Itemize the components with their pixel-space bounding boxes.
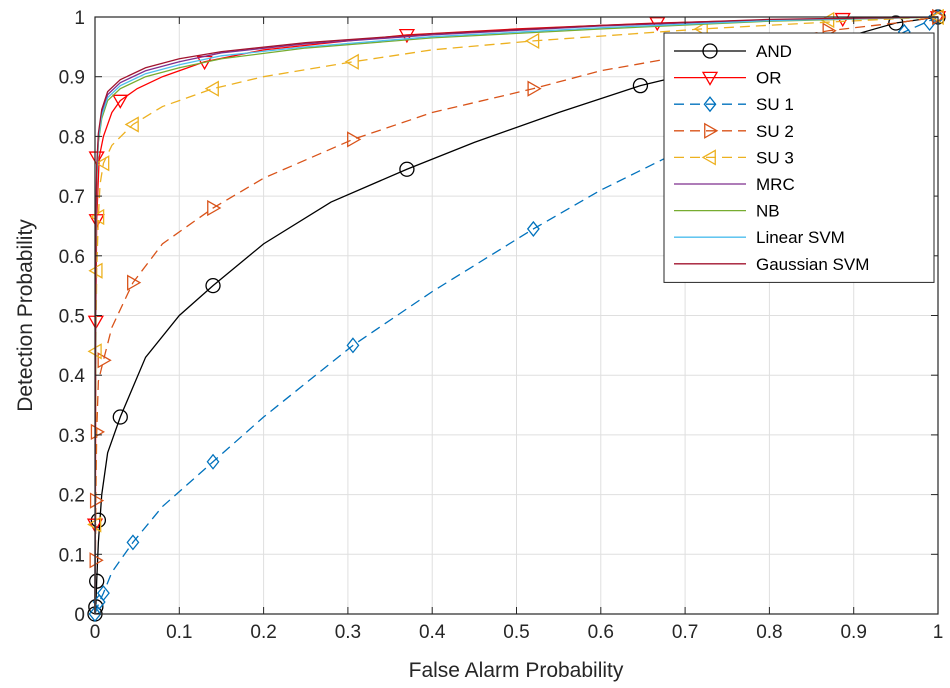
marker-su-3 <box>693 20 708 38</box>
y-tick-label: 1 <box>74 8 85 29</box>
y-tick-label: 0.9 <box>59 68 85 89</box>
marker-su-2 <box>347 131 362 148</box>
marker-su-3 <box>344 53 359 70</box>
legend-label-or: OR <box>756 69 782 88</box>
y-tick-label: 0.2 <box>59 486 85 507</box>
marker-su-2 <box>527 80 542 97</box>
marker-su-3 <box>204 80 219 97</box>
marker-su-3 <box>124 116 139 133</box>
series-su-2 <box>89 8 947 615</box>
marker-and <box>888 15 904 31</box>
y-tick-label: 0.5 <box>59 307 85 328</box>
marker-su-3 <box>929 8 944 26</box>
marker-su-1 <box>88 605 102 623</box>
series-line-su-1 <box>94 16 939 615</box>
marker-su-3 <box>90 208 105 226</box>
marker-su-1 <box>96 585 110 602</box>
legend-marker-or <box>701 71 719 86</box>
x-axis-label: False Alarm Probability <box>409 659 624 682</box>
x-tick-label: 0.3 <box>335 622 361 643</box>
marker-or <box>88 151 105 166</box>
legend-label-mrc: MRC <box>756 175 795 194</box>
series-gaussian-svm <box>94 16 939 615</box>
x-tick-label: 0.6 <box>588 622 614 643</box>
y-tick-label: 0 <box>74 605 85 626</box>
series-line-gaussian-svm <box>94 16 939 615</box>
marker-su-1 <box>346 337 360 354</box>
x-tick-label: 1 <box>933 622 944 643</box>
y-axis-label: Detection Probability <box>14 219 37 412</box>
tick-labels: 0 0.1 0.2 0.3 0.4 0.5 0.6 0.7 0.8 0.9 1 0 0.1 0.2 0.3 0… <box>59 8 944 643</box>
x-tick-label: 0.8 <box>756 622 782 643</box>
marker-su-2 <box>90 423 105 441</box>
marker-su-1 <box>526 220 540 237</box>
marker-su-3 <box>525 32 540 50</box>
marker-and <box>90 512 107 528</box>
legend-marker-su-1 <box>703 96 717 113</box>
legend-label-and: AND <box>756 42 792 61</box>
legend-marker-su-2 <box>704 122 719 139</box>
series-line-su-3 <box>94 16 939 615</box>
legend-label-gaussian-svm: Gaussian SVM <box>756 255 869 274</box>
legend-label-su-2: SU 2 <box>756 122 794 141</box>
marker-su-2 <box>127 274 142 291</box>
marker-and <box>89 573 105 589</box>
legend: AND OR SU 1 SU 2 SU 3 MRC NB Linear SVM Gaussian… <box>663 32 935 283</box>
y-tick-label: 0.3 <box>59 426 85 447</box>
x-tick-label: 0.1 <box>166 622 192 643</box>
legend-label-su-1: SU 1 <box>756 95 794 114</box>
marker-su-2 <box>207 199 222 217</box>
x-tick-label: 0 <box>90 622 101 643</box>
y-tick-label: 0.4 <box>59 366 86 387</box>
legend-marker-and <box>702 43 718 59</box>
legend-label-nb: NB <box>756 202 780 221</box>
x-tick-label: 0.9 <box>840 622 866 643</box>
marker-su-3 <box>95 155 110 172</box>
marker-su-2 <box>89 492 105 509</box>
marker-su-2 <box>89 552 104 569</box>
x-tick-label: 0.2 <box>250 622 276 643</box>
marker-or <box>112 94 129 109</box>
legend-label-linear-svm: Linear SVM <box>756 228 845 247</box>
y-tick-label: 0.7 <box>59 187 85 208</box>
marker-su-1 <box>206 453 220 470</box>
legend-marker-su-3 <box>701 149 716 166</box>
y-tick-label: 0.6 <box>59 247 85 268</box>
marker-and <box>112 409 128 425</box>
x-tick-label: 0.5 <box>503 622 529 643</box>
marker-su-2 <box>97 352 112 369</box>
y-tick-label: 0.8 <box>59 127 85 148</box>
x-tick-label: 0.4 <box>419 622 446 643</box>
x-tick-label: 0.7 <box>672 622 698 643</box>
y-tick-label: 0.1 <box>59 545 85 566</box>
marker-and <box>399 161 415 177</box>
marker-su-1 <box>126 534 140 551</box>
marker-and <box>632 78 649 94</box>
marker-and <box>205 277 221 294</box>
legend-label-su-3: SU 3 <box>756 148 794 167</box>
